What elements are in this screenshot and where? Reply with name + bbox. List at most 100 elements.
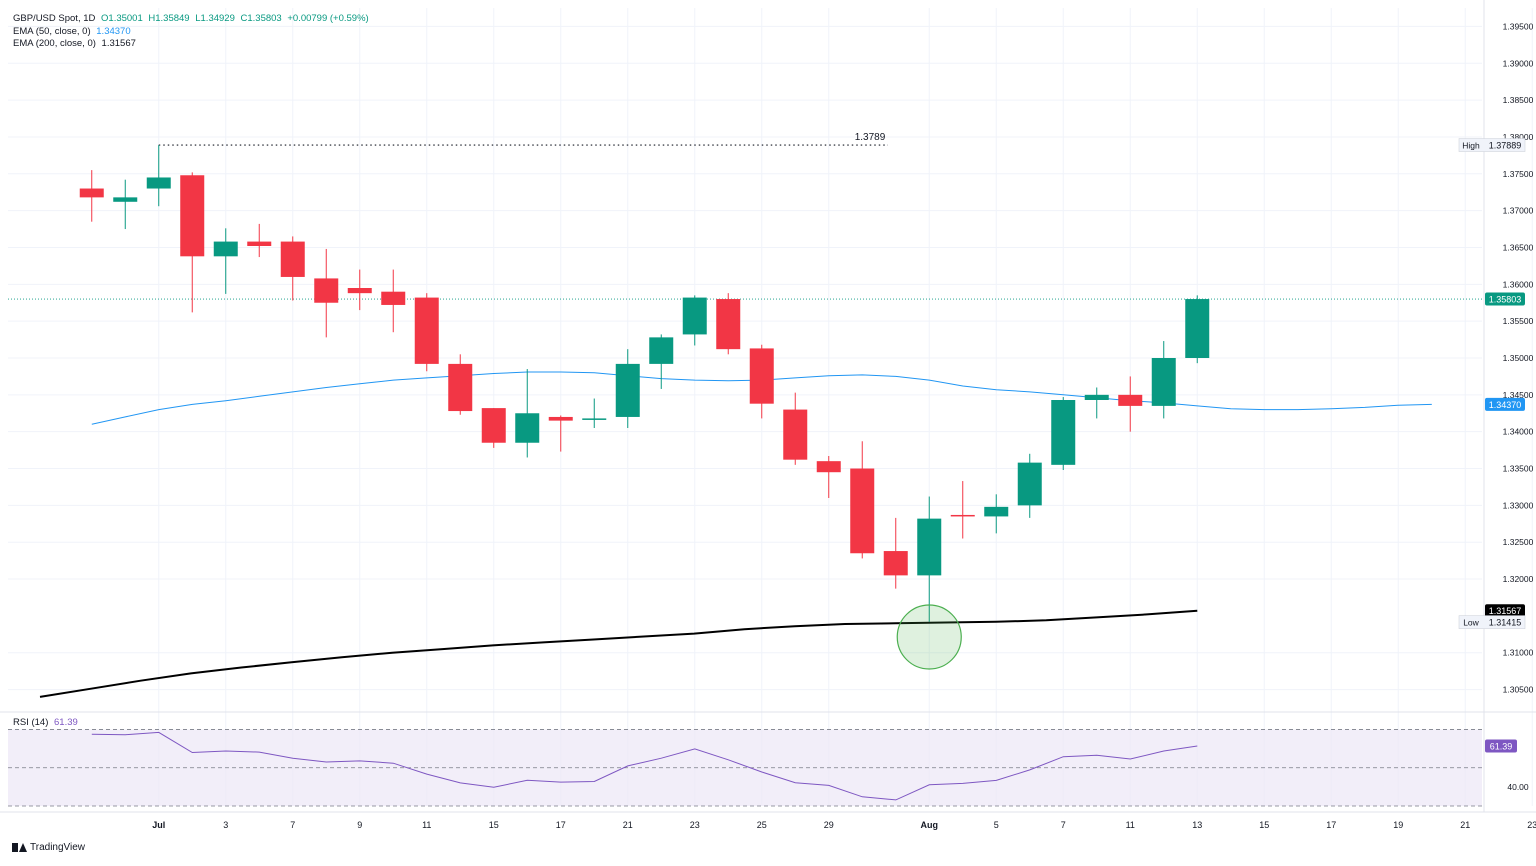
candle-body <box>649 337 674 364</box>
rsi-legend[interactable]: RSI (14) 61.39 <box>13 717 78 728</box>
ema200-legend[interactable]: EMA (200, close, 0) 1.31567 <box>13 38 136 50</box>
candle-body <box>850 468 875 554</box>
low-price-tag: Low 1.31415 <box>1458 615 1526 629</box>
candle-body <box>548 416 573 421</box>
candle <box>883 517 908 589</box>
candle-body <box>716 299 741 350</box>
ema50-value: 1.34370 <box>96 26 131 37</box>
price-tick-label: 1.31000 <box>1503 648 1534 658</box>
time-tick-label: 9 <box>357 820 362 830</box>
last-price-tag-bg <box>1485 292 1525 306</box>
high-marker-label: 1.3789 <box>855 132 886 143</box>
price-tick-label: 1.32000 <box>1503 574 1534 584</box>
last-price-tag-label: 1.35803 <box>1489 295 1522 305</box>
candle <box>113 179 138 230</box>
price-tick-label: 1.35500 <box>1503 316 1534 326</box>
time-tick-label: 15 <box>1259 820 1269 830</box>
candle <box>548 415 573 452</box>
price-tick-label: 1.33000 <box>1503 500 1534 510</box>
ema200-price-tag-label: 1.31567 <box>1489 606 1522 616</box>
time-tick-label: 3 <box>223 820 228 830</box>
ema200-line <box>39 609 1198 698</box>
candle <box>347 269 372 311</box>
ema50-price-tag-bg <box>1485 397 1525 411</box>
low-highlight-circle <box>896 604 962 670</box>
tradingview-logo-icon <box>12 843 27 852</box>
candle-body <box>213 241 238 257</box>
time-tick-label: Jul <box>152 820 165 830</box>
candle <box>649 334 674 389</box>
ema200-price-tag-bg <box>1485 604 1525 618</box>
price-tick-label: 1.34000 <box>1503 427 1534 437</box>
price-tick-label: 1.36500 <box>1503 242 1534 252</box>
candle-body <box>1017 462 1042 506</box>
time-tick-label: 29 <box>824 820 834 830</box>
time-tick-label: 17 <box>556 820 566 830</box>
low-price-tag-word: Low <box>1463 618 1479 628</box>
high-price-tag: High 1.37889 <box>1458 138 1526 152</box>
ohlc-legend: GBP/USD Spot, 1D O1.35001 H1.35849 L1.34… <box>13 13 369 25</box>
candle <box>582 398 607 428</box>
high-value: H1.35849 <box>148 13 190 24</box>
rsi-tag-label: 61.39 <box>1490 742 1513 752</box>
candle <box>1017 453 1042 518</box>
price-tick-label: 1.39000 <box>1503 58 1534 68</box>
low-value: L1.34929 <box>195 13 235 24</box>
candle-body <box>414 297 439 364</box>
ema50-legend[interactable]: EMA (50, close, 0) 1.34370 <box>13 26 131 38</box>
ema200-value: 1.31567 <box>101 38 136 49</box>
candle-body <box>481 408 506 443</box>
close-value: C1.35803 <box>240 13 282 24</box>
time-tick-label: Aug <box>921 820 939 830</box>
candle <box>515 369 540 458</box>
ema50-price-tag-label: 1.34370 <box>1489 400 1522 410</box>
candles <box>79 145 1210 622</box>
candle <box>1051 397 1076 470</box>
ema200-price-tag: 1.31567 <box>1485 604 1525 618</box>
high-price-tag-bg <box>1458 138 1526 152</box>
candle-body <box>749 348 774 404</box>
time-axis: Jul 3 7 9 11 15 17 21 23 25 29 Aug 5 7 11 13 15 17 19 21 23 <box>152 820 1536 830</box>
candle <box>749 344 774 419</box>
symbol-label: GBP/USD Spot, 1D <box>13 13 96 24</box>
time-tick-label: 17 <box>1326 820 1336 830</box>
price-tick-label: 1.38500 <box>1503 95 1534 105</box>
candle <box>381 269 406 333</box>
candle-body <box>347 288 372 294</box>
time-tick-label: 7 <box>1061 820 1066 830</box>
candle-body <box>816 461 841 473</box>
candle-body <box>280 241 305 277</box>
candle-body <box>247 241 272 246</box>
candle-body <box>381 291 406 305</box>
candle-body <box>615 363 640 417</box>
candle-body <box>314 278 339 303</box>
price-tick-label: 1.35000 <box>1503 353 1534 363</box>
candle-body <box>682 297 707 335</box>
candle <box>314 248 339 338</box>
candle <box>247 223 272 258</box>
price-tick-label: 1.33500 <box>1503 464 1534 474</box>
candle-body <box>984 506 1009 517</box>
price-tick-label: 1.36000 <box>1503 279 1534 289</box>
candle <box>448 354 473 415</box>
price-tick-label: 1.38000 <box>1503 132 1534 142</box>
time-tick-label: 21 <box>623 820 633 830</box>
candle-body <box>146 177 171 189</box>
change-value: +0.00799 (+0.59%) <box>287 13 369 24</box>
candle-body <box>1118 394 1143 406</box>
candle <box>79 170 104 222</box>
brand-label: TradingView <box>30 842 86 853</box>
time-tick-label: 15 <box>489 820 499 830</box>
rsi-tag-bg <box>1485 739 1517 753</box>
tradingview-brand[interactable]: TradingView <box>12 842 85 853</box>
ema50-label: EMA (50, close, 0) <box>13 26 91 37</box>
candle-body <box>883 551 908 576</box>
time-tick-label: 13 <box>1192 820 1202 830</box>
time-tick-label: 7 <box>290 820 295 830</box>
candle <box>950 481 975 539</box>
price-tick-label: 1.32500 <box>1503 537 1534 547</box>
candle <box>783 392 808 465</box>
